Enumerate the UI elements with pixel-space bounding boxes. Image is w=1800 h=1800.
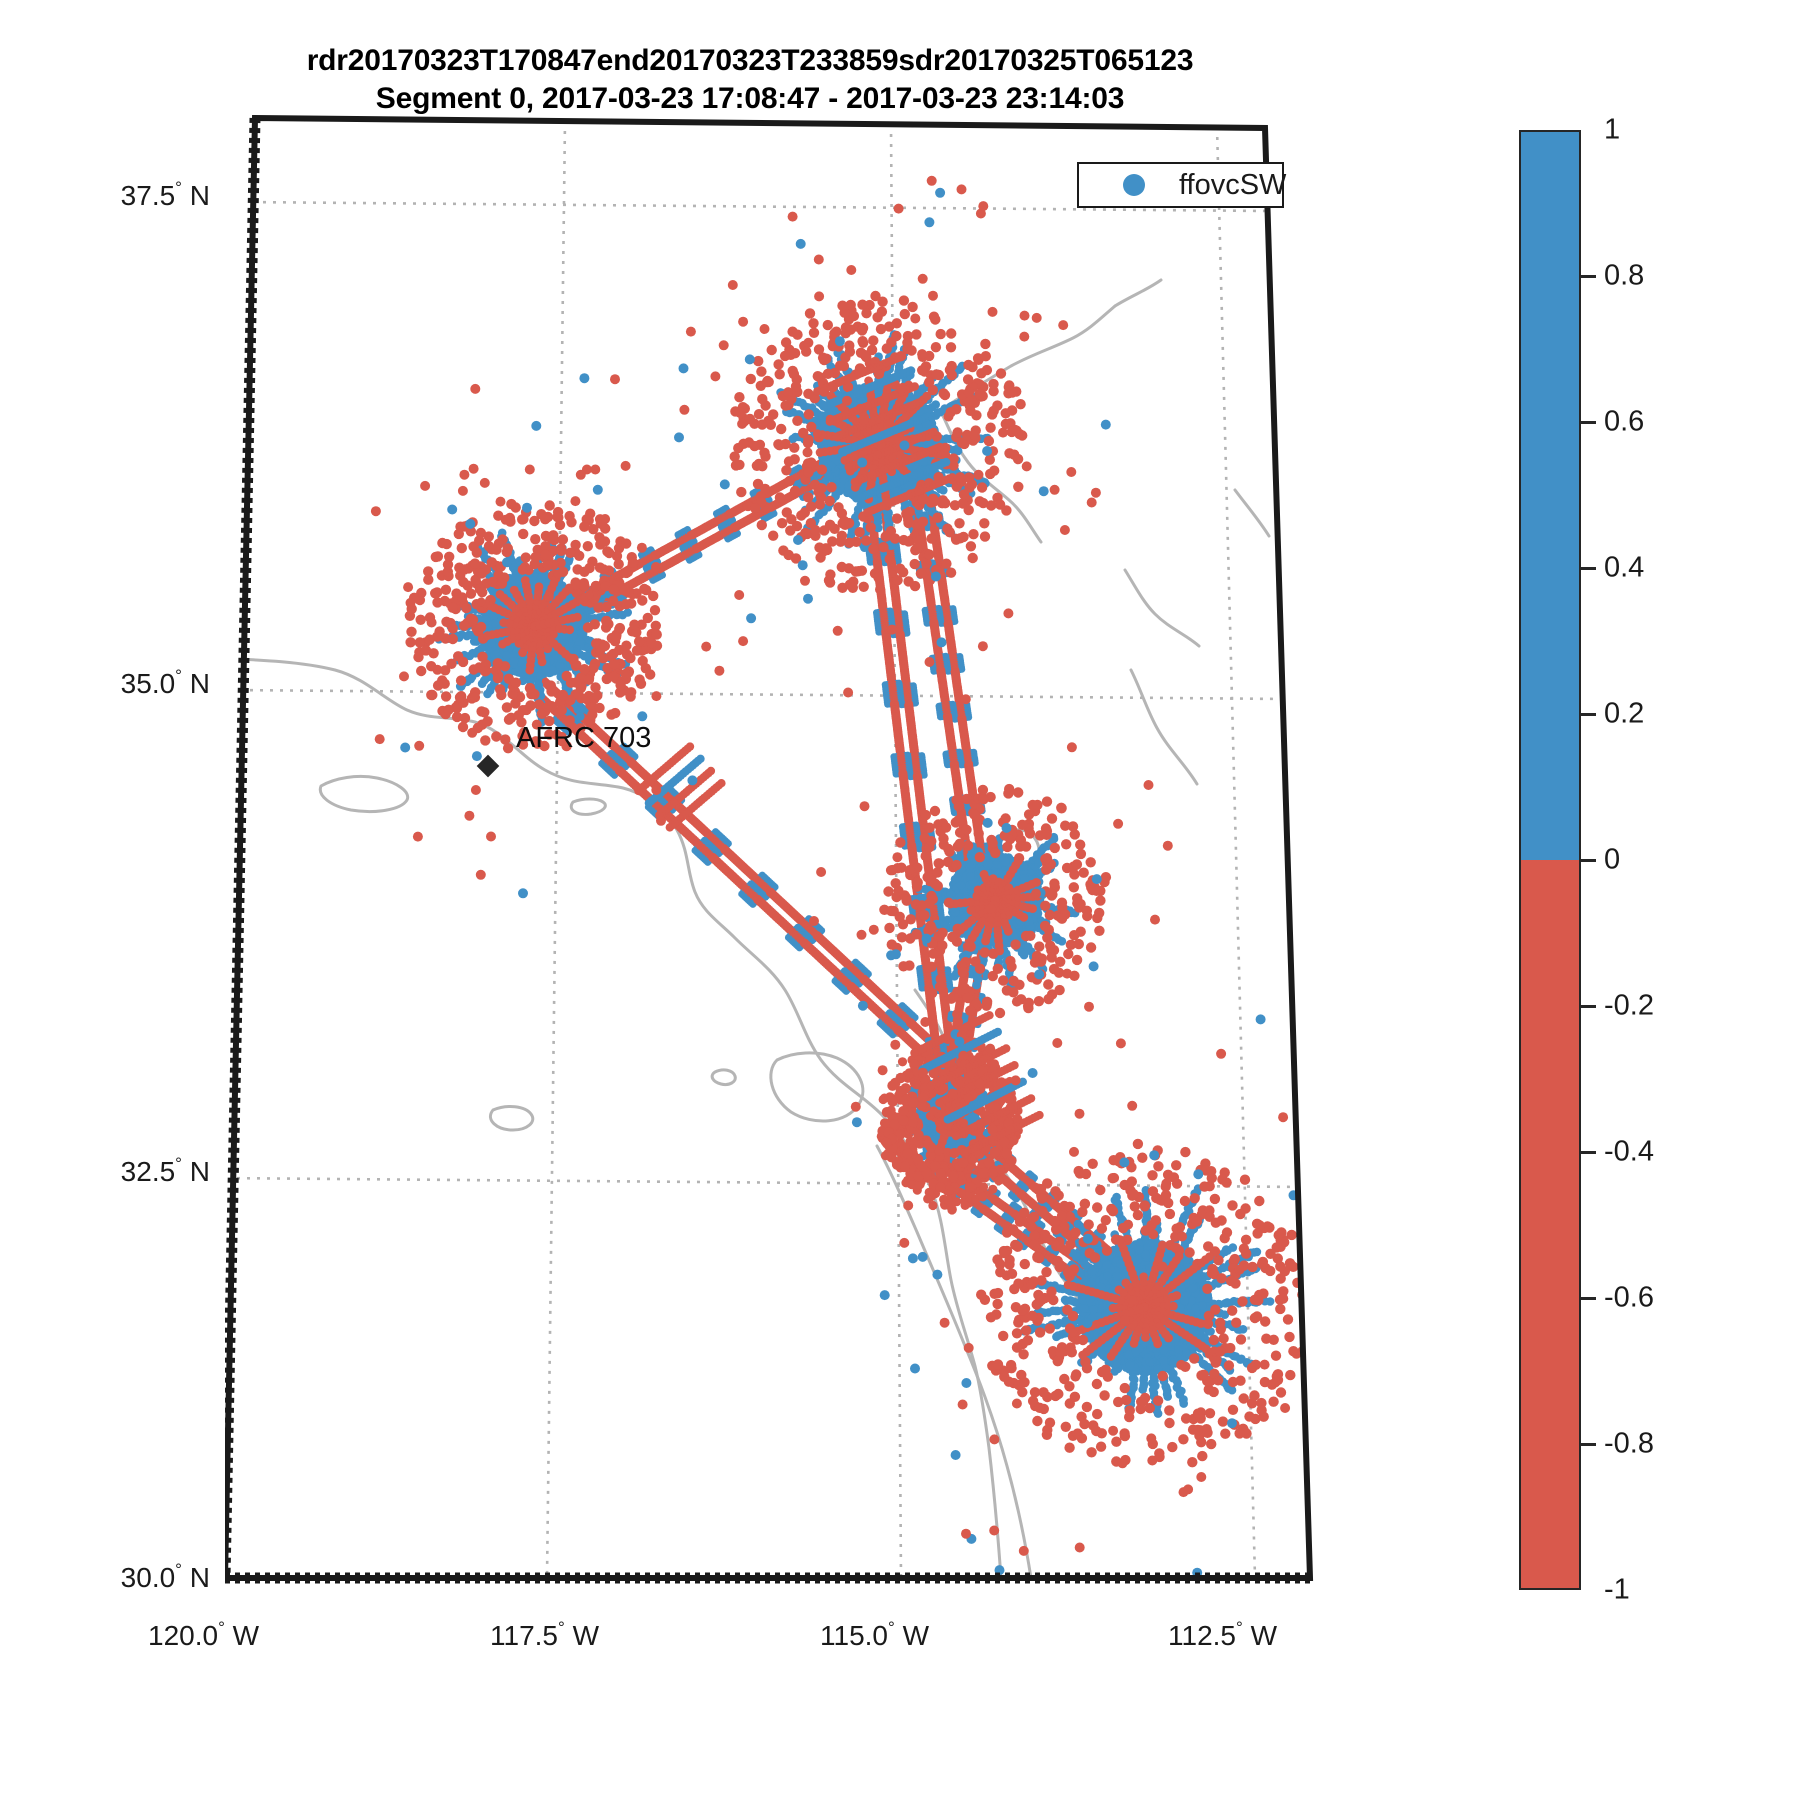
colorbar-tick-label: 1 [1604,114,1620,147]
colorbar-tick-mark [1581,713,1596,716]
colorbar-tick-mark [1581,567,1596,570]
colorbar-tick-label: 0.8 [1604,260,1644,293]
lat-tick-37.5: 37.5° N [20,180,210,212]
map-label-afrc-703: AFRC 703 [516,722,651,755]
legend-box[interactable]: ffovcSW [1077,162,1284,208]
colorbar-tick-mark [1581,275,1596,278]
colorbar-tick-mark [1581,1151,1596,1154]
colorbar-tick-label: 0.2 [1604,698,1644,731]
colorbar-tick-mark [1581,1005,1596,1008]
colorbar-negative-band [1521,860,1579,1588]
lat-tick-35.0: 35.0° N [20,668,210,700]
colorbar-tick-label: 0.6 [1604,406,1644,439]
lon-tick-117.5: 117.5° W [490,1620,599,1652]
figure-title: rdr20170323T170847end20170323T233859sdr2… [0,42,1500,118]
lon-tick-112.5: 112.5° W [1168,1620,1277,1652]
lat-tick-30.0: 30.0° N [20,1562,210,1594]
lat-tick-32.5: 32.5° N [20,1156,210,1188]
colorbar-tick-label: -0.6 [1604,1282,1654,1315]
colorbar-tick-mark [1581,421,1596,424]
map-canvas [225,110,1315,1590]
lon-tick-120.0: 120.0° W [148,1620,259,1652]
legend-marker-ffovcsw-icon [1123,174,1145,196]
colorbar-tick-mark [1581,1297,1596,1300]
colorbar-tick-mark [1581,1443,1596,1446]
colorbar-tick-label: -0.2 [1604,990,1654,1023]
colorbar-tick-label: 0 [1604,844,1620,877]
map-plot-area[interactable]: AFRC 703 [225,110,1315,1590]
colorbar-tick-label: 0.4 [1604,552,1644,585]
colorbar-tick-label: -0.8 [1604,1428,1654,1461]
lon-tick-115.0: 115.0° W [820,1620,929,1652]
colorbar-positive-band [1521,132,1579,860]
colorbar-tick-mark [1581,859,1596,862]
colorbar-tick-label: -0.4 [1604,1136,1654,1169]
title-line-1: rdr20170323T170847end20170323T233859sdr2… [0,42,1500,80]
legend-label-ffovcsw: ffovcSW [1179,169,1286,202]
colorbar-tick-label: -1 [1604,1574,1630,1607]
figure-root: rdr20170323T170847end20170323T233859sdr2… [0,0,1800,1800]
colorbar[interactable] [1519,130,1581,1590]
